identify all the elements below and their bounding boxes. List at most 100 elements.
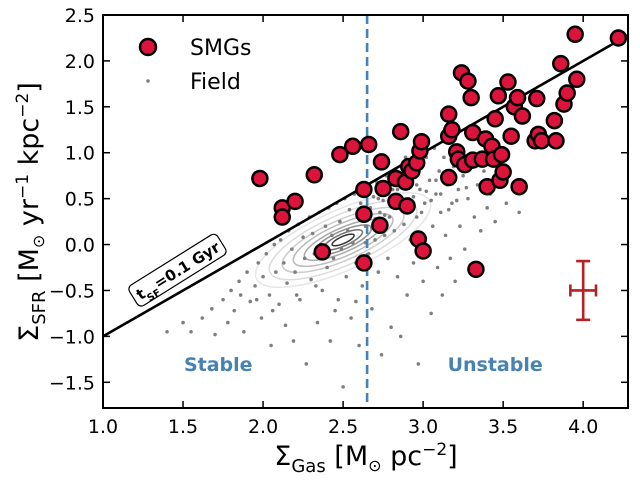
field-point <box>438 192 443 196</box>
x-tick-label: 2.5 <box>328 416 358 438</box>
smg-point <box>568 70 586 89</box>
field-point <box>315 320 320 325</box>
x-tick-label: 4.0 <box>568 416 598 438</box>
smg-point <box>502 127 520 145</box>
field-point <box>475 183 480 187</box>
field-point <box>472 215 477 219</box>
field-point <box>336 297 341 302</box>
field-point <box>446 207 451 212</box>
smg-point <box>286 192 304 211</box>
field-point <box>285 281 289 285</box>
field-point <box>458 224 462 228</box>
field-point <box>454 198 459 203</box>
x-tick-label: 3.5 <box>488 416 518 438</box>
field-point <box>259 316 264 320</box>
legend: SMGs Field <box>138 36 251 95</box>
field-point <box>437 169 441 173</box>
field-point <box>398 334 403 339</box>
field-point <box>456 187 461 192</box>
y-axis-title: ΣSFR [M⊙ yr−1 kpc−2] <box>13 82 50 342</box>
field-point <box>267 293 272 297</box>
field-point <box>381 198 385 203</box>
smg-point <box>273 208 292 226</box>
field-point <box>411 195 416 199</box>
smg-points <box>251 25 628 279</box>
x-tick-label: 1.5 <box>168 416 198 438</box>
smg-point <box>532 132 551 150</box>
field-point <box>442 155 446 160</box>
field-point <box>245 270 249 274</box>
smg-point <box>412 132 431 151</box>
field-point <box>310 231 315 236</box>
y-tick-label: 2.0 <box>65 51 95 73</box>
plot-frame <box>102 14 629 409</box>
field-point <box>210 307 214 311</box>
y-tick-label: 1.0 <box>65 143 95 165</box>
field-point <box>434 192 438 196</box>
field-point <box>419 210 424 215</box>
field-point <box>389 325 393 329</box>
field-point <box>416 362 421 366</box>
field-point <box>461 173 465 178</box>
smg-point <box>355 205 373 224</box>
smg-point <box>331 145 349 164</box>
field-point <box>272 242 277 247</box>
field-point <box>382 233 387 238</box>
smg-point <box>486 110 504 128</box>
y-tick-label: 0.5 <box>65 189 95 211</box>
tsf-line-label: tSF=0.1 Gyr <box>128 233 227 307</box>
field-point <box>358 201 363 206</box>
field-point <box>360 284 365 288</box>
field-point <box>181 320 185 325</box>
y-tick-label: −0.5 <box>49 280 95 302</box>
field-point <box>290 247 294 251</box>
smg-point <box>359 135 378 154</box>
field-point <box>405 293 409 297</box>
smg-point <box>398 197 416 215</box>
y-tick-label: 1.5 <box>65 97 95 119</box>
field-point <box>304 362 309 366</box>
field-point <box>261 274 265 279</box>
field-point <box>517 210 521 215</box>
contour-level <box>331 233 355 247</box>
field-point <box>440 293 445 297</box>
smg-point <box>566 25 584 44</box>
field-point <box>478 228 483 233</box>
field-point <box>373 238 377 242</box>
legend-smg-marker <box>138 37 158 57</box>
field-point <box>462 247 467 251</box>
field-point <box>395 274 400 279</box>
field-point <box>229 288 233 293</box>
field-point <box>349 316 353 320</box>
field-point <box>341 385 345 389</box>
field-point <box>427 178 432 183</box>
smg-point <box>459 72 477 90</box>
field-point <box>237 279 241 284</box>
field-point <box>378 210 382 215</box>
smg-point <box>374 179 392 198</box>
field-point <box>213 332 217 337</box>
field-point <box>414 215 419 219</box>
field-point <box>435 265 440 270</box>
field-point <box>443 233 448 238</box>
field-point <box>278 238 283 242</box>
field-point <box>485 206 489 210</box>
smg-point <box>414 242 432 260</box>
smg-point <box>371 216 389 235</box>
field-point <box>429 311 433 316</box>
field-point <box>309 277 313 282</box>
field-point <box>238 293 243 297</box>
error-bar <box>569 259 598 322</box>
field-point <box>402 222 406 227</box>
x-axis-ticks: 1.0 1.5 2.0 2.5 3.0 3.5 4.0 <box>88 15 598 438</box>
field-point <box>430 224 435 228</box>
field-point <box>424 189 429 194</box>
field-point <box>376 196 381 201</box>
smg-point <box>492 145 511 164</box>
field-point <box>482 169 486 173</box>
smg-point <box>558 84 576 102</box>
x-tick-label: 1.0 <box>88 416 118 438</box>
field-point <box>330 233 334 238</box>
field-point <box>264 251 269 256</box>
field-point <box>357 343 361 348</box>
